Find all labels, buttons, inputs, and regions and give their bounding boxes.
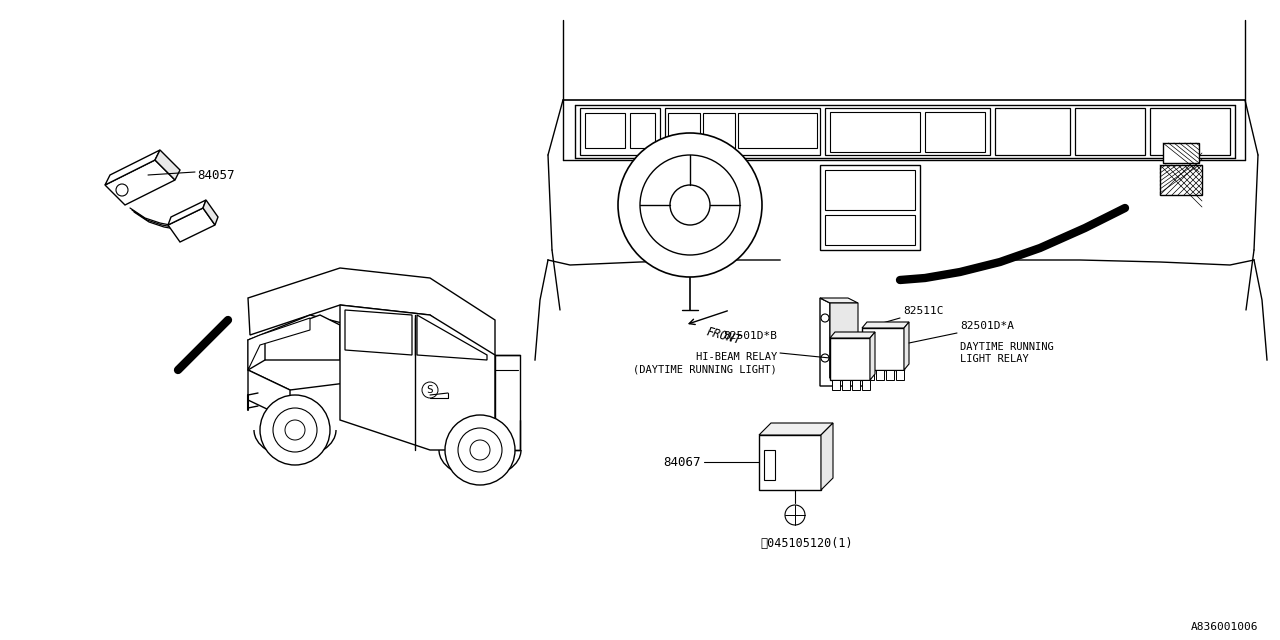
Polygon shape bbox=[340, 305, 495, 450]
Polygon shape bbox=[1075, 108, 1146, 155]
Circle shape bbox=[669, 185, 710, 225]
Polygon shape bbox=[826, 215, 915, 245]
Polygon shape bbox=[248, 315, 370, 390]
Polygon shape bbox=[826, 170, 915, 210]
Text: LIGHT RELAY: LIGHT RELAY bbox=[960, 354, 1029, 364]
Polygon shape bbox=[105, 160, 175, 205]
Polygon shape bbox=[346, 310, 412, 355]
Circle shape bbox=[785, 505, 805, 525]
Polygon shape bbox=[870, 332, 876, 380]
Polygon shape bbox=[265, 315, 340, 360]
Polygon shape bbox=[995, 108, 1070, 155]
Polygon shape bbox=[861, 328, 904, 370]
Polygon shape bbox=[896, 370, 904, 380]
Polygon shape bbox=[829, 303, 858, 380]
Polygon shape bbox=[495, 355, 520, 450]
Text: FRONT: FRONT bbox=[704, 325, 742, 347]
Polygon shape bbox=[168, 208, 215, 242]
Polygon shape bbox=[105, 150, 160, 185]
Circle shape bbox=[820, 354, 829, 362]
Polygon shape bbox=[852, 380, 860, 390]
Text: 82511C: 82511C bbox=[902, 306, 943, 316]
Polygon shape bbox=[168, 200, 206, 225]
Circle shape bbox=[470, 440, 490, 460]
Text: (DAYTIME RUNNING LIGHT): (DAYTIME RUNNING LIGHT) bbox=[634, 364, 777, 374]
Polygon shape bbox=[1164, 143, 1199, 163]
Polygon shape bbox=[867, 370, 874, 380]
Polygon shape bbox=[417, 315, 486, 360]
Polygon shape bbox=[925, 112, 986, 152]
Circle shape bbox=[285, 420, 305, 440]
Polygon shape bbox=[904, 322, 909, 370]
Circle shape bbox=[260, 395, 330, 465]
Polygon shape bbox=[155, 150, 180, 180]
Polygon shape bbox=[832, 380, 840, 390]
Polygon shape bbox=[204, 200, 218, 225]
Text: 84067: 84067 bbox=[663, 456, 701, 468]
Text: 84057: 84057 bbox=[197, 168, 234, 182]
Circle shape bbox=[116, 184, 128, 196]
Polygon shape bbox=[826, 108, 989, 155]
Polygon shape bbox=[886, 370, 893, 380]
Polygon shape bbox=[666, 108, 820, 155]
Polygon shape bbox=[829, 338, 870, 380]
Polygon shape bbox=[248, 318, 310, 370]
Text: Ⓢ045105120(1): Ⓢ045105120(1) bbox=[760, 537, 852, 550]
Polygon shape bbox=[829, 112, 920, 152]
Polygon shape bbox=[739, 113, 817, 148]
Circle shape bbox=[273, 408, 317, 452]
Polygon shape bbox=[580, 108, 660, 155]
Polygon shape bbox=[248, 370, 291, 420]
Polygon shape bbox=[668, 113, 700, 148]
Polygon shape bbox=[820, 165, 920, 250]
Polygon shape bbox=[764, 450, 774, 480]
Circle shape bbox=[640, 155, 740, 255]
Polygon shape bbox=[1160, 165, 1202, 195]
Circle shape bbox=[618, 133, 762, 277]
Text: HI-BEAM RELAY: HI-BEAM RELAY bbox=[696, 352, 777, 362]
Polygon shape bbox=[759, 423, 833, 435]
Polygon shape bbox=[1149, 108, 1230, 155]
Polygon shape bbox=[630, 113, 655, 148]
Polygon shape bbox=[248, 268, 495, 355]
Polygon shape bbox=[703, 113, 735, 148]
Text: 82501D*A: 82501D*A bbox=[960, 321, 1014, 331]
Polygon shape bbox=[585, 113, 625, 148]
Circle shape bbox=[422, 382, 438, 398]
Polygon shape bbox=[861, 380, 870, 390]
Text: 82501D*B: 82501D*B bbox=[723, 331, 777, 341]
Circle shape bbox=[445, 415, 515, 485]
Polygon shape bbox=[842, 380, 850, 390]
Polygon shape bbox=[820, 423, 833, 490]
Polygon shape bbox=[829, 332, 876, 338]
Polygon shape bbox=[820, 298, 865, 386]
Polygon shape bbox=[861, 322, 909, 328]
Text: A836001006: A836001006 bbox=[1190, 622, 1258, 632]
Text: DAYTIME RUNNING: DAYTIME RUNNING bbox=[960, 342, 1053, 352]
Circle shape bbox=[458, 428, 502, 472]
Polygon shape bbox=[820, 298, 858, 303]
Circle shape bbox=[820, 314, 829, 322]
Text: S: S bbox=[426, 385, 434, 395]
Polygon shape bbox=[876, 370, 884, 380]
Polygon shape bbox=[759, 435, 820, 490]
